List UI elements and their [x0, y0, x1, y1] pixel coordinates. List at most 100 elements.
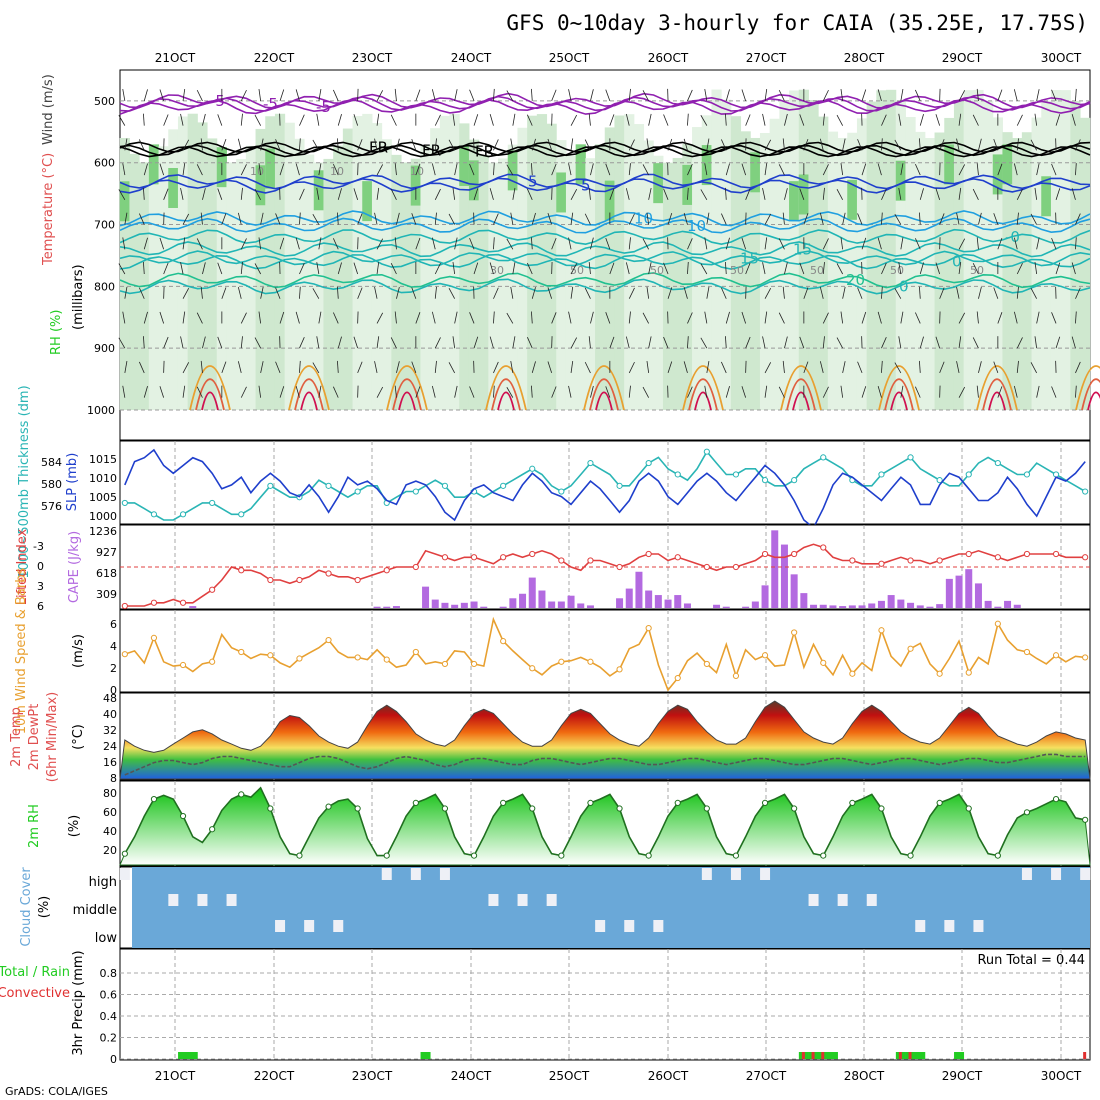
wind-barb: [390, 337, 397, 349]
wind-barb: [842, 361, 846, 373]
isotherm-label: 20: [846, 271, 865, 289]
wind-barb: [628, 385, 631, 398]
wind-barb: [822, 164, 829, 176]
wind-barb: [396, 286, 400, 299]
wind10-tick: 2: [110, 662, 117, 675]
rh-line-point: [616, 805, 623, 812]
wind-barb: [240, 262, 243, 275]
wind-barb: [1013, 311, 1018, 324]
wind-barb: [590, 385, 594, 398]
cape-bar: [460, 602, 468, 608]
wind-barb: [217, 114, 223, 126]
rh-shade: [934, 132, 945, 410]
wind-barb: [180, 262, 184, 275]
wind-barb: [628, 163, 631, 176]
wind-barb: [143, 336, 145, 349]
rh-line-point: [383, 852, 390, 859]
rh-shade: [197, 122, 208, 410]
cape-bar: [848, 605, 856, 608]
wind-barb: [374, 212, 378, 225]
dewpoint-line: [124, 753, 1086, 776]
wind-barb: [762, 187, 766, 200]
wind-barb: [333, 238, 339, 250]
thickness-line-point: [703, 448, 710, 455]
panel-label: (%): [67, 815, 82, 838]
wind-barb: [570, 337, 578, 349]
slp-tick: 1000: [89, 510, 117, 523]
wind-barb: [452, 187, 456, 200]
wind-barb: [625, 113, 630, 126]
isotherm-line: [119, 253, 1091, 270]
rh-contour-label: 50: [890, 264, 904, 277]
wind-barb: [337, 336, 342, 349]
wind-barb: [819, 286, 824, 299]
thickness-line-point: [238, 511, 245, 518]
wind-barb: [568, 89, 572, 101]
wind-barb: [822, 89, 829, 102]
wind-barb: [143, 262, 145, 275]
wind-barb: [1075, 237, 1077, 250]
wind-barb: [469, 237, 475, 250]
rh-line-point: [267, 805, 274, 812]
wind-barb: [510, 286, 514, 299]
rh-shade: [381, 139, 392, 410]
wind-barb: [588, 113, 591, 126]
rh-line-point: [500, 799, 507, 806]
temp-tick: 40: [103, 708, 117, 721]
rh-shade: [401, 162, 412, 410]
surface-temp-contour: [392, 378, 422, 411]
run-total: Run Total = 0.44: [977, 953, 1085, 968]
wind-barb: [240, 164, 247, 176]
rh-shade: [944, 144, 955, 185]
wind-barb: [493, 139, 499, 151]
cape-bar: [829, 605, 837, 608]
wind-barb: [667, 213, 673, 225]
wind-barb: [431, 385, 436, 398]
wind-barb: [628, 237, 631, 250]
thickness-line-point: [354, 488, 361, 495]
panel-label: 3hr Precip (mm): [71, 950, 86, 1055]
thickness-line-point: [878, 471, 885, 478]
wind10-line-point: [121, 651, 128, 658]
precip-convective-bar: [811, 1052, 815, 1059]
rh-shade: [798, 174, 809, 215]
cloud-level-label: middle: [73, 903, 117, 918]
thickness-line-point: [529, 465, 536, 472]
rh-line-point: [878, 805, 885, 812]
lifted-index-line-point: [907, 557, 914, 564]
wind-barb: [741, 89, 747, 102]
wind-barb: [803, 361, 809, 374]
wind-barb: [357, 213, 363, 225]
wind-barb: [295, 163, 300, 176]
wind10-line-point: [761, 652, 769, 659]
cape-bar: [528, 577, 536, 608]
wind-barb: [958, 336, 962, 349]
wind-barb: [861, 237, 867, 250]
rh-shade: [565, 155, 577, 410]
wind-barb: [527, 188, 533, 200]
wind-barb: [958, 187, 962, 200]
wind-barb: [279, 89, 285, 102]
wind-barb: [260, 138, 264, 151]
rh-shade: [983, 100, 994, 410]
rh-line-point: [1082, 816, 1089, 823]
wind-barb: [299, 262, 305, 275]
wind-barb: [1075, 163, 1077, 176]
bottom-date-label: 23OCT: [352, 1069, 393, 1083]
wind-barb: [431, 89, 436, 102]
thickness-line-point: [907, 454, 914, 461]
cape-bar: [557, 601, 565, 608]
rh-shade: [265, 116, 276, 410]
wind-barb: [217, 262, 223, 275]
rh-shade: [556, 140, 567, 410]
rh-shade: [410, 158, 421, 410]
cape-bar: [577, 603, 585, 608]
rh-shade: [750, 137, 761, 410]
wind-barb: [745, 262, 751, 275]
surface-temp-contour: [595, 391, 613, 411]
wind-barb: [915, 386, 921, 398]
panel-label: (6hr Min/Max): [45, 692, 60, 782]
rh-line-point: [791, 805, 798, 812]
wind-barb: [512, 187, 516, 200]
wind-barb: [782, 286, 785, 299]
